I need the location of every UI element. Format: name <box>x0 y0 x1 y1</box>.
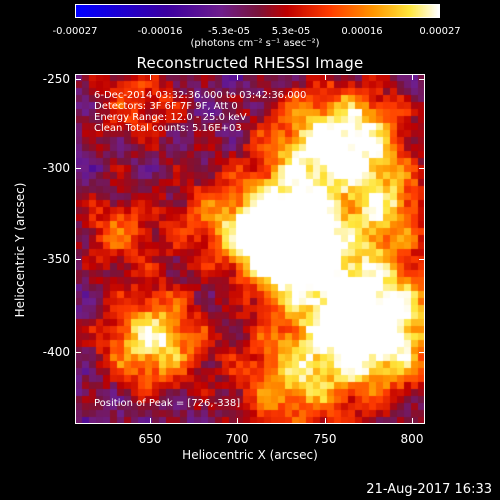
x-tick-mark <box>325 418 326 424</box>
info-peak-position: Position of Peak = [726,-338] <box>94 398 241 409</box>
colorbar-tick: 0.00027 <box>419 26 461 37</box>
image-title: Reconstructed RHESSI Image <box>136 54 364 72</box>
y-tick-label: -400 <box>42 345 70 359</box>
colorbar-tick: -0.00027 <box>52 26 98 37</box>
y-axis-label: Heliocentric Y (arcsec) <box>13 182 27 318</box>
y-tick-mark <box>419 259 425 260</box>
info-energy: Energy Range: 12.0 - 25.0 keV <box>94 112 247 123</box>
y-tick-mark <box>419 352 425 353</box>
x-tick-mark <box>412 418 413 424</box>
x-tick-mark <box>237 418 238 424</box>
x-tick-label: 800 <box>400 432 424 446</box>
rhessi-image <box>75 74 425 424</box>
info-detectors: Detectors: 3F 6F 7F 9F, Att 0 <box>94 101 238 112</box>
info-clean: Clean Total counts: 5.16E+03 <box>94 123 242 134</box>
x-tick-label: 750 <box>313 432 337 446</box>
x-tick-mark <box>150 74 151 80</box>
y-tick-mark <box>75 79 81 80</box>
colorbar-tick: 0.00016 <box>341 26 383 37</box>
info-time-range: 6-Dec-2014 03:32:36.000 to 03:42:36.000 <box>94 90 307 101</box>
y-tick-label: -350 <box>42 252 70 266</box>
colorbar-tick: -5.3e-05 <box>208 26 250 37</box>
y-tick-mark <box>75 259 81 260</box>
x-tick-label: 700 <box>225 432 249 446</box>
y-tick-label: -300 <box>42 161 70 175</box>
y-tick-mark <box>75 352 81 353</box>
y-tick-mark <box>419 168 425 169</box>
x-tick-label: 650 <box>138 432 162 446</box>
colorbar <box>75 4 440 18</box>
colorbar-tick: 5.3e-05 <box>271 26 311 37</box>
y-tick-mark <box>75 168 81 169</box>
y-tick-label: -250 <box>42 72 70 86</box>
x-tick-mark <box>412 74 413 80</box>
colorbar-tick: -0.00016 <box>137 26 183 37</box>
x-tick-mark <box>150 418 151 424</box>
x-tick-mark <box>325 74 326 80</box>
footer-date: 21-Aug-2017 16:33 <box>366 482 492 497</box>
x-tick-mark <box>237 74 238 80</box>
y-tick-mark <box>419 79 425 80</box>
x-axis-label: Heliocentric X (arcsec) <box>182 448 318 462</box>
colorbar-units: (photons cm⁻² s⁻¹ asec⁻²) <box>190 38 320 49</box>
